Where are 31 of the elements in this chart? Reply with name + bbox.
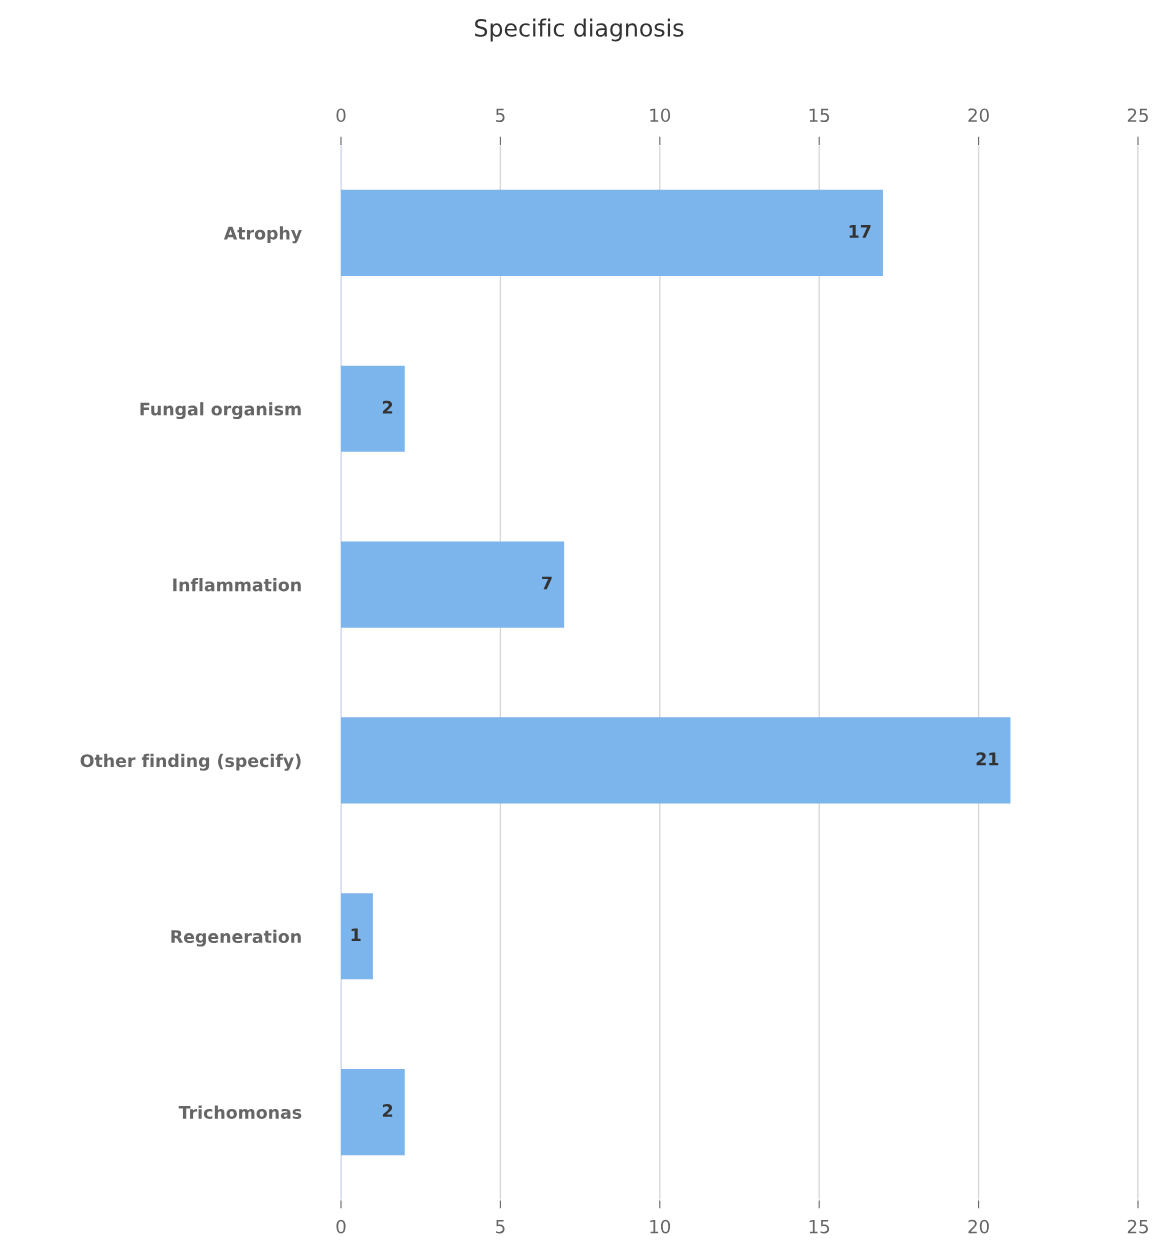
bar	[341, 1069, 405, 1156]
bar	[341, 893, 373, 980]
data-label: 7	[542, 576, 552, 590]
y-tick-label: Fungal organism	[140, 402, 301, 420]
y-tick-label: Atrophy	[223, 226, 302, 244]
bar	[341, 717, 1011, 804]
chart-title: Specific diagnosis	[475, 18, 684, 42]
x-tick-label: 10	[650, 1219, 671, 1234]
data-label: 21	[976, 752, 999, 766]
data-label: 17	[849, 225, 871, 238]
bar	[341, 365, 405, 452]
x-tick-label: 20	[968, 1219, 989, 1234]
bar	[341, 541, 565, 628]
y-tick-label: Inflammation	[173, 577, 301, 592]
x2-tick-label: 15	[809, 108, 830, 123]
x2-tick-label: 10	[650, 108, 671, 123]
bar	[341, 189, 883, 276]
data-label: 2	[382, 400, 393, 414]
data-label: 1	[351, 928, 361, 942]
x2-tick-label: 20	[968, 108, 989, 123]
x-tick-label: 15	[809, 1220, 830, 1234]
y-tick-label: Regeneration	[171, 929, 301, 947]
y-tick-label: Other finding (specify)	[80, 753, 301, 771]
data-label: 2	[382, 1103, 393, 1117]
x-tick-label: 25	[1127, 1219, 1148, 1234]
x2-tick-label: 5	[496, 108, 505, 123]
x-tick-label: 0	[336, 1219, 346, 1234]
x2-tick-label: 25	[1127, 108, 1148, 123]
x-tick-label: 5	[496, 1220, 505, 1234]
y-tick-label: Trichomonas	[178, 1105, 302, 1119]
x2-tick-label: 0	[336, 108, 346, 123]
